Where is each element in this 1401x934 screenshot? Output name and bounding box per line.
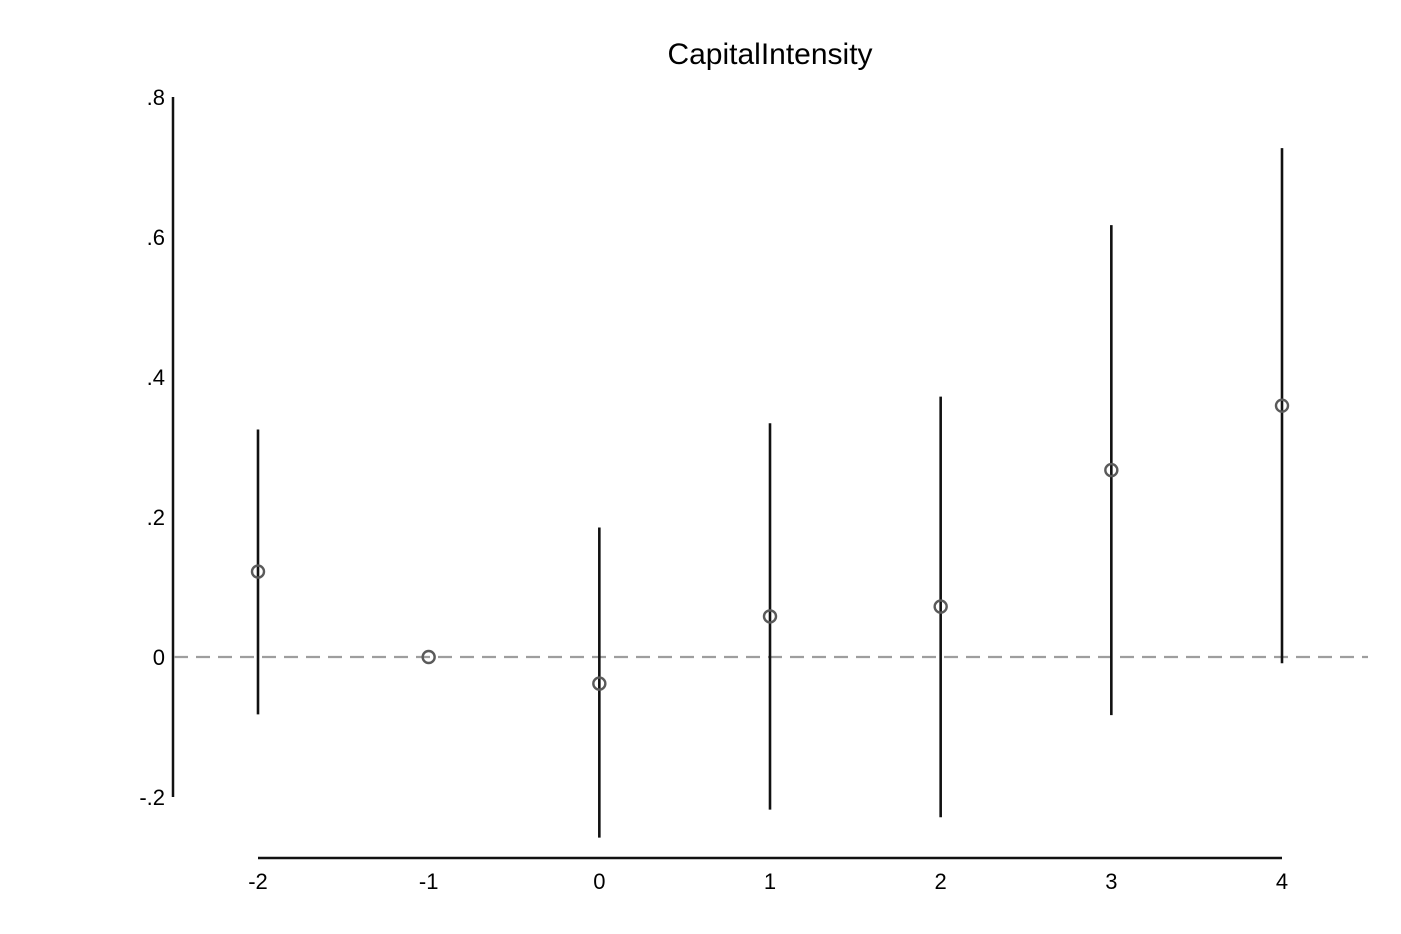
y-tick-label: 0 xyxy=(153,645,165,670)
y-tick-label: .2 xyxy=(147,505,165,530)
estimate-point xyxy=(933,599,948,614)
x-tick-label: 3 xyxy=(1105,869,1117,894)
estimate-point xyxy=(762,609,778,624)
y-tick-label: .4 xyxy=(147,365,165,390)
estimate-point xyxy=(1274,398,1290,413)
y-tick-label: .6 xyxy=(147,225,165,250)
estimate-point xyxy=(421,649,436,665)
y-tick-label: -.2 xyxy=(139,785,165,810)
chart-title: CapitalIntensity xyxy=(667,38,872,71)
estimate-point xyxy=(592,676,607,691)
x-tick-label: 1 xyxy=(764,869,776,894)
x-tick-label: 4 xyxy=(1276,869,1288,894)
x-tick-label: -2 xyxy=(248,869,268,894)
estimate-point xyxy=(1104,462,1119,478)
y-tick-label: .8 xyxy=(147,85,165,110)
x-tick-label: 0 xyxy=(593,869,605,894)
estimate-point xyxy=(250,564,266,579)
x-tick-label: -1 xyxy=(419,869,439,894)
x-tick-label: 2 xyxy=(935,869,947,894)
